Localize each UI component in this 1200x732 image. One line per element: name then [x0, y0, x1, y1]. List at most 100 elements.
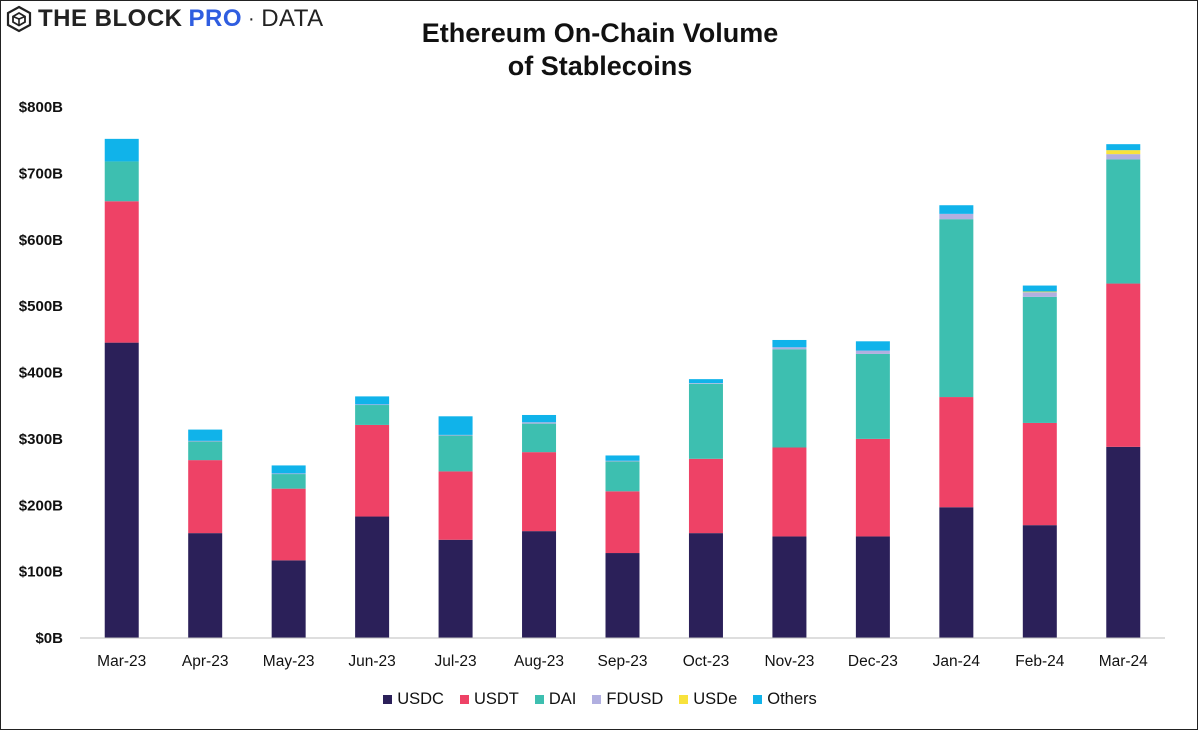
- bar-segment-usdt: [855, 438, 890, 537]
- bar-segment-usdt: [188, 460, 223, 534]
- bar-segment-usdc: [522, 531, 557, 638]
- y-tick-label: $500B: [19, 298, 63, 315]
- bar-segment-usdt: [355, 424, 390, 517]
- bar-segment-others: [855, 341, 890, 351]
- bar-segment-usdc: [855, 536, 890, 638]
- x-tick-label: Apr-23: [182, 653, 229, 670]
- bar-segment-usdt: [605, 491, 640, 554]
- bar-segment-fdusd: [688, 383, 723, 384]
- y-tick-label: $700B: [19, 165, 63, 182]
- bar-segment-usdt: [1022, 422, 1057, 526]
- legend-label: USDC: [397, 690, 444, 708]
- legend-item-usdt: USDT: [459, 690, 519, 709]
- chart-title-line2: of Stablecoins: [507, 51, 693, 81]
- bar-segment-usdc: [271, 560, 306, 638]
- bar-segment-dai: [522, 423, 557, 453]
- bar-segment-others: [522, 414, 557, 423]
- x-tick-label: Oct-23: [683, 653, 730, 670]
- x-tick-label: Jun-23: [348, 653, 395, 670]
- bar-segment-usdc: [104, 342, 139, 638]
- bar-segment-fdusd: [1106, 154, 1141, 160]
- bar-segment-others: [1106, 144, 1141, 151]
- bar-segment-fdusd: [355, 404, 390, 406]
- bar-segment-dai: [939, 219, 974, 398]
- legend-swatch: [459, 695, 469, 704]
- legend-item-usde: USDe: [679, 690, 737, 709]
- brand-name: THE BLOCK: [38, 5, 183, 32]
- bar-segment-usdc: [355, 516, 390, 638]
- legend-swatch: [753, 695, 763, 704]
- bar-segment-usdt: [772, 447, 807, 537]
- legend-label: USDT: [473, 690, 519, 708]
- x-tick-label: Sep-23: [598, 653, 648, 670]
- bar-segment-usdc: [939, 507, 974, 638]
- bar-segment-others: [104, 138, 139, 162]
- bar-segment-others: [939, 205, 974, 214]
- legend-label: FDUSD: [606, 690, 664, 708]
- y-tick-label: $800B: [19, 99, 63, 116]
- legend-swatch: [534, 695, 544, 704]
- bar-segment-dai: [104, 161, 139, 202]
- x-tick-label: Jul-23: [434, 653, 476, 670]
- bar-segment-usde: [1022, 291, 1057, 293]
- bar-segment-usdc: [688, 533, 723, 638]
- bar-segment-usdt: [271, 488, 306, 561]
- y-tick-label: $600B: [19, 232, 63, 249]
- bar-segment-others: [271, 465, 306, 474]
- bar-segment-dai: [1106, 159, 1141, 284]
- bar-segment-fdusd: [772, 347, 807, 350]
- bar-segment-dai: [605, 461, 640, 492]
- y-tick-label: $400B: [19, 365, 63, 382]
- legend-item-others: Others: [753, 690, 817, 709]
- bar-segment-others: [605, 455, 640, 461]
- bar-segment-others: [355, 396, 390, 405]
- bar-segment-dai: [772, 349, 807, 448]
- cube-icon: [6, 5, 32, 33]
- bar-segment-others: [772, 339, 807, 348]
- bar-segment-fdusd: [522, 422, 557, 424]
- bar-segment-dai: [188, 441, 223, 461]
- brand-pro: PRO: [188, 5, 243, 32]
- y-tick-label: $200B: [19, 497, 63, 514]
- bar-segment-dai: [855, 353, 890, 439]
- x-tick-label: Jan-24: [933, 653, 981, 670]
- bar-segment-dai: [271, 474, 306, 489]
- bar-segment-usdc: [438, 539, 473, 638]
- bar-segment-fdusd: [188, 440, 223, 442]
- legend-label: DAI: [548, 690, 577, 708]
- brand-separator: ·: [248, 7, 256, 30]
- x-tick-label: May-23: [263, 653, 315, 670]
- bar-segment-fdusd: [1022, 292, 1057, 297]
- bar-segment-fdusd: [605, 460, 640, 462]
- bar-segment-others: [688, 379, 723, 384]
- bar-segment-dai: [688, 383, 723, 459]
- bar-segment-usdc: [605, 553, 640, 638]
- legend-swatch: [383, 695, 393, 704]
- bar-segment-usdt: [104, 201, 139, 343]
- x-tick-label: Nov-23: [764, 653, 814, 670]
- bar-segment-usdt: [438, 471, 473, 540]
- bar-segment-dai: [1022, 296, 1057, 423]
- legend-label: Others: [767, 690, 817, 708]
- bar-segment-others: [1022, 285, 1057, 292]
- legend-item-usdc: USDC: [383, 690, 444, 709]
- legend-swatch: [679, 695, 689, 704]
- y-tick-label: $300B: [19, 431, 63, 448]
- chart-legend: USDC USDT DAI FDUSD USDe Others: [0, 690, 1200, 709]
- brand-logo: THE BLOCK PRO · DATA: [6, 4, 324, 34]
- bar-segment-fdusd: [438, 434, 473, 436]
- legend-swatch: [592, 695, 602, 704]
- legend-label: USDe: [693, 690, 738, 708]
- bar-segment-fdusd: [939, 213, 974, 220]
- bar-segment-others: [188, 429, 223, 441]
- bar-segment-usdc: [1106, 446, 1141, 638]
- legend-item-fdusd: FDUSD: [592, 690, 663, 709]
- x-tick-label: Mar-24: [1099, 653, 1148, 670]
- brand-data: DATA: [261, 5, 324, 32]
- bar-segment-fdusd: [271, 473, 306, 475]
- x-tick-label: Feb-24: [1015, 653, 1064, 670]
- y-tick-label: $100B: [19, 564, 63, 581]
- chart-title: Ethereum On-Chain Volume of Stablecoins: [300, 17, 900, 83]
- x-tick-label: Aug-23: [514, 653, 564, 670]
